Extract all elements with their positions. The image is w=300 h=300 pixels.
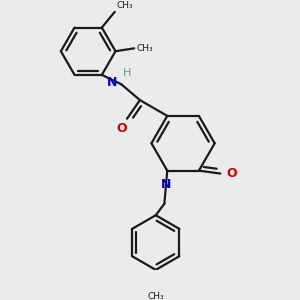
- Text: O: O: [227, 167, 237, 180]
- Text: N: N: [160, 178, 171, 191]
- Text: CH₃: CH₃: [136, 44, 153, 53]
- Text: CH₃: CH₃: [147, 292, 164, 300]
- Text: H: H: [123, 68, 131, 78]
- Text: N: N: [106, 76, 117, 89]
- Text: CH₃: CH₃: [116, 1, 133, 10]
- Text: O: O: [116, 122, 127, 135]
